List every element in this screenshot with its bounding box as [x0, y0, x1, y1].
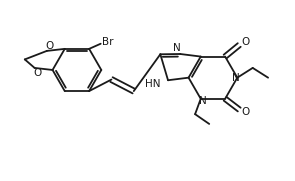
- Text: O: O: [33, 68, 42, 77]
- Text: HN: HN: [145, 79, 161, 89]
- Text: O: O: [242, 37, 250, 47]
- Text: N: N: [173, 43, 181, 53]
- Text: N: N: [199, 96, 207, 106]
- Text: N: N: [232, 73, 240, 83]
- Text: O: O: [45, 41, 54, 51]
- Text: O: O: [242, 107, 250, 117]
- Text: Br: Br: [102, 37, 114, 47]
